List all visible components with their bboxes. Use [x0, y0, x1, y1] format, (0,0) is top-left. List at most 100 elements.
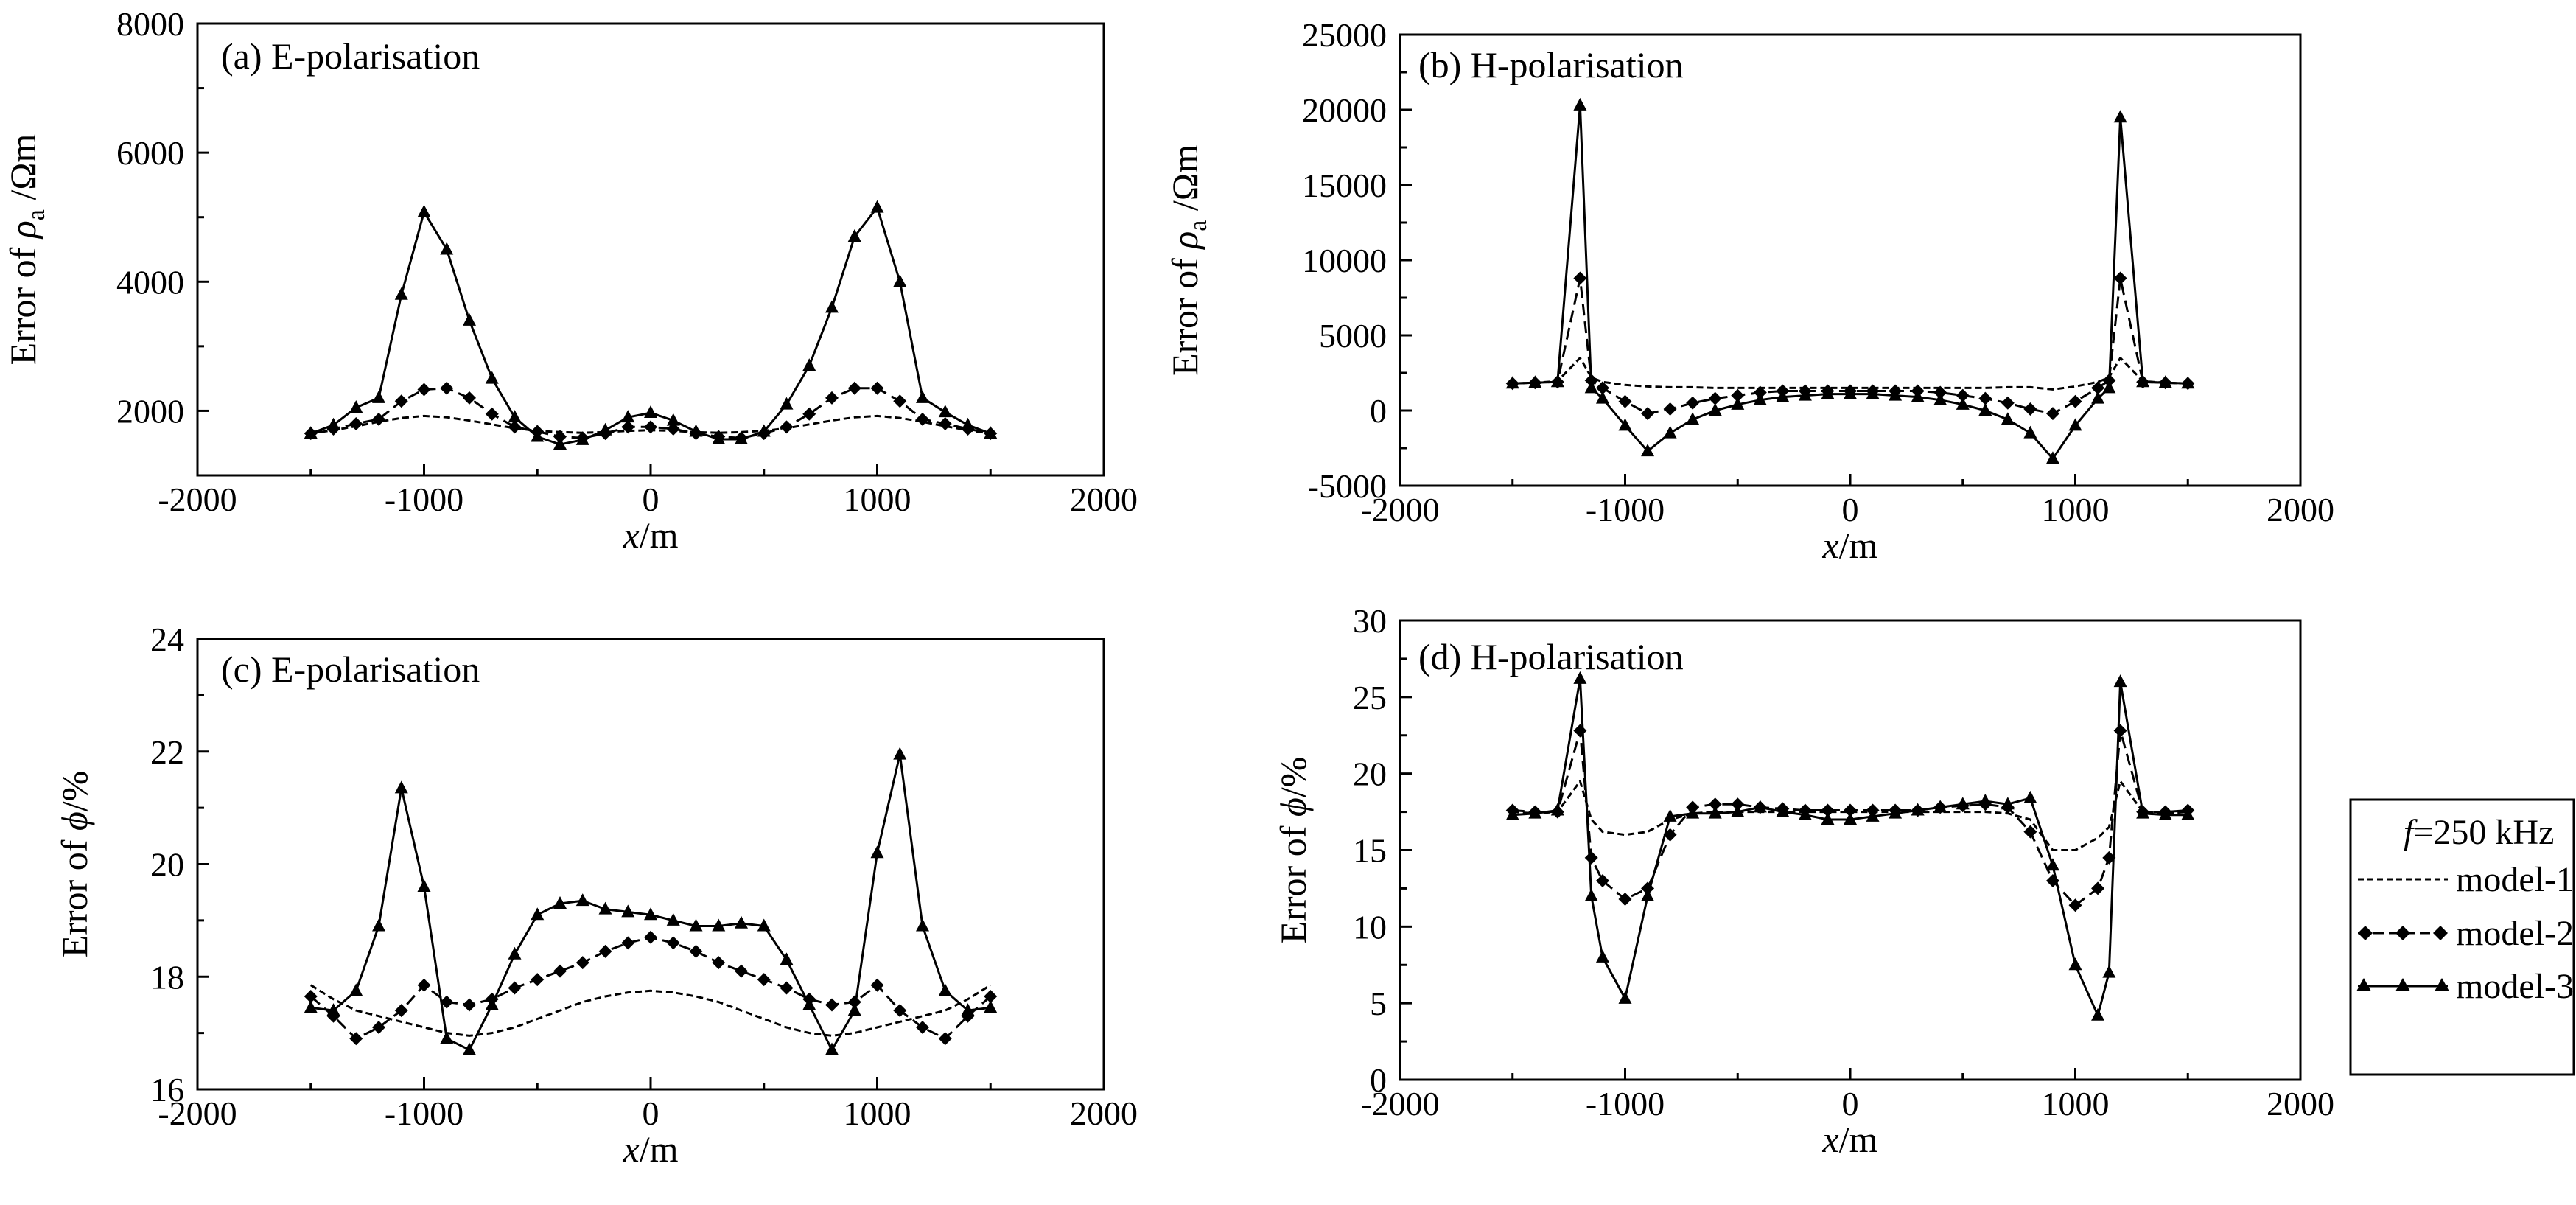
- data-point-model-3: [735, 915, 748, 929]
- data-point-model-3: [2001, 412, 2015, 425]
- y-tick-label: 15000: [1302, 167, 1387, 204]
- series-model-2: [304, 930, 998, 1046]
- y-axis-label-prefix: Error of: [54, 831, 95, 957]
- data-point-model-3: [2113, 674, 2127, 688]
- y-tick-label: 6000: [116, 134, 184, 172]
- data-point-model-3: [2045, 858, 2059, 871]
- x-axis-label-unit: /m: [1839, 1119, 1878, 1160]
- data-point-model-3: [757, 918, 771, 932]
- data-point-model-3: [372, 918, 385, 932]
- legend: f=250 kHz model-1 model-2 model-3: [2349, 798, 2575, 1076]
- data-point-model-3: [2136, 806, 2150, 819]
- data-point-model-3: [1663, 425, 1677, 439]
- data-point-model-3: [1584, 888, 1598, 901]
- y-tick-label: 16: [150, 1071, 184, 1108]
- data-point-model-3: [1686, 412, 1700, 425]
- panel-title: (c) E-polarisation: [221, 649, 480, 690]
- panel-title: (d) H-polarisation: [1418, 636, 1684, 677]
- x-axis-label-var: x: [1822, 525, 1839, 566]
- data-point-model-2: [780, 981, 794, 995]
- data-point-model-3: [2068, 957, 2082, 971]
- data-point-model-3: [2136, 374, 2150, 388]
- panel-title: (b) H-polarisation: [1418, 44, 1684, 85]
- data-point-model-2: [372, 1020, 385, 1034]
- x-tick-label: -1000: [1586, 491, 1665, 528]
- data-point-model-2: [553, 430, 567, 444]
- data-point-model-2: [1731, 797, 1745, 811]
- x-tick-label: -2000: [158, 1094, 237, 1132]
- data-point-model-2: [2091, 881, 2105, 895]
- data-point-model-2: [1731, 388, 1745, 402]
- data-point-model-2: [1844, 803, 1857, 817]
- data-point-model-2: [938, 1032, 952, 1046]
- legend-marker-model-3-b: [2395, 978, 2410, 991]
- y-axis-label-subscript: a: [1185, 220, 1212, 231]
- data-point-model-3: [1866, 386, 1880, 399]
- data-point-model-2: [825, 998, 839, 1012]
- data-point-model-2: [1708, 391, 1722, 405]
- data-point-model-2: [621, 420, 635, 434]
- data-point-model-3: [689, 918, 703, 932]
- data-point-model-3: [893, 274, 907, 287]
- x-tick-label: 2000: [1070, 481, 1138, 518]
- data-point-model-3: [802, 997, 816, 1010]
- data-point-model-2: [417, 978, 431, 992]
- legend-label-model-2: model-2: [2456, 914, 2574, 953]
- data-point-model-2: [847, 995, 861, 1009]
- panel-title: (a) E-polarisation: [221, 35, 480, 77]
- data-point-model-3: [372, 390, 385, 403]
- y-tick-label: 4000: [116, 263, 184, 301]
- data-point-model-3: [870, 200, 884, 213]
- data-point-model-2: [802, 407, 816, 421]
- x-axis-label: x/m: [1822, 525, 1878, 566]
- data-point-model-3: [508, 946, 522, 960]
- data-point-model-2: [1933, 385, 1947, 399]
- x-tick-label: -2000: [1360, 1085, 1439, 1122]
- y-tick-label: 25000: [1302, 16, 1387, 54]
- data-point-model-3: [1595, 949, 1609, 963]
- data-point-model-2: [1595, 874, 1609, 888]
- data-point-model-3: [2158, 807, 2172, 820]
- series-model-1: [1512, 357, 2188, 391]
- data-point-model-2: [1573, 271, 1587, 285]
- data-point-model-2: [644, 930, 657, 944]
- data-point-model-3: [621, 904, 635, 918]
- y-tick-label: 5: [1370, 985, 1387, 1022]
- data-point-model-3: [1911, 389, 1925, 402]
- data-point-model-3: [575, 893, 589, 907]
- data-point-model-3: [1708, 806, 1722, 819]
- legend-label-model-3: model-3: [2456, 967, 2574, 1006]
- data-point-model-3: [1798, 807, 1812, 820]
- data-point-model-2: [1663, 402, 1677, 416]
- y-tick-label: 10000: [1302, 242, 1387, 279]
- data-point-model-2: [2068, 394, 2082, 408]
- series-line-model-3: [1512, 104, 2188, 460]
- data-point-model-2: [870, 978, 884, 992]
- data-point-model-3: [847, 1003, 861, 1016]
- data-point-model-3: [598, 901, 612, 915]
- y-tick-label: 30: [1353, 602, 1387, 640]
- data-point-model-2: [1821, 803, 1835, 817]
- data-point-model-3: [644, 907, 657, 921]
- data-point-model-3: [485, 371, 499, 384]
- x-tick-label: 2000: [2267, 491, 2334, 528]
- data-point-model-2: [1956, 388, 1970, 402]
- data-point-model-3: [1550, 803, 1564, 816]
- data-point-model-3: [1798, 388, 1812, 401]
- data-point-model-3: [1821, 811, 1835, 825]
- data-point-model-2: [666, 936, 680, 950]
- data-point-model-2: [394, 1004, 408, 1018]
- data-point-model-2: [870, 381, 884, 395]
- data-point-model-2: [2023, 825, 2037, 839]
- data-point-model-3: [916, 918, 929, 932]
- data-point-model-2: [1573, 724, 1587, 738]
- data-point-model-2: [757, 973, 771, 987]
- data-point-model-3: [825, 1042, 839, 1055]
- data-point-model-3: [780, 952, 794, 965]
- data-point-model-2: [508, 981, 522, 995]
- data-point-model-3: [531, 429, 545, 442]
- data-point-model-3: [2045, 451, 2059, 464]
- data-point-model-3: [304, 1000, 318, 1013]
- data-point-model-2: [1641, 407, 1655, 421]
